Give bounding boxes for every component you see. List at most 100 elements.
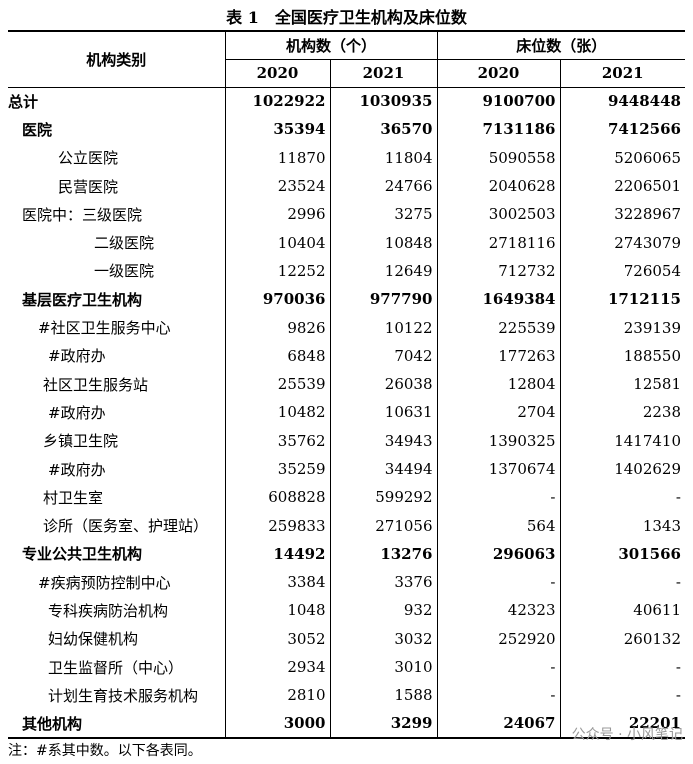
number-cell: 14492 <box>224 539 330 569</box>
number-cell: 3299 <box>329 709 437 739</box>
number-cell: 12649 <box>329 256 437 286</box>
number-cell: - <box>559 681 685 710</box>
row-label: 诊所（医务室、护理站） <box>43 517 209 536</box>
number-cell: 3275 <box>329 200 437 229</box>
year-header: 2020 <box>436 59 560 88</box>
number-cell: 2040628 <box>436 171 560 201</box>
number-cell: 2718116 <box>436 228 560 257</box>
table-row: 专科疾病防治机构 1048 932 42323 40611 <box>8 596 685 625</box>
number-cell: 1030935 <box>329 87 437 116</box>
number-cell: - <box>436 681 560 710</box>
data-table: 机构类别 机构数（个） 床位数（张） 2020 2021 2020 2021 总计 10… <box>8 30 685 739</box>
number-cell: 3228967 <box>559 200 685 229</box>
number-cell: 34494 <box>329 454 437 484</box>
table-row: #政府办 10482 10631 2704 2238 <box>8 398 685 427</box>
number-cell: 34943 <box>329 426 437 455</box>
header-cell: 床位数（张） <box>436 30 685 60</box>
row-label: #政府办 <box>48 347 106 366</box>
number-cell: 7042 <box>329 341 437 370</box>
number-cell: 5090558 <box>436 143 560 172</box>
row-label: 乡镇卫生院 <box>43 432 119 451</box>
number-cell: 252920 <box>436 624 560 653</box>
table-row: 村卫生室 608828 599292- - <box>8 483 685 512</box>
number-cell: 1588 <box>329 681 437 710</box>
table-row: #疾病预防控制中心 3384 3376- - <box>8 568 685 597</box>
number-cell: 712732 <box>436 256 560 286</box>
number-cell: 225539 <box>436 313 560 342</box>
number-cell: 271056 <box>329 511 437 540</box>
number-cell: 10482 <box>224 398 330 427</box>
number-cell: 10631 <box>329 398 437 427</box>
row-label: 一级医院 <box>94 262 155 281</box>
number-cell: 977790 <box>329 285 437 314</box>
year-header: 2020 <box>224 59 330 88</box>
number-cell: 3000 <box>224 709 330 739</box>
number-cell: 3384 <box>224 568 330 597</box>
number-cell: 188550 <box>559 341 685 370</box>
number-cell: 24067 <box>436 709 560 739</box>
number-cell: 9448448 <box>559 87 685 116</box>
table-row: 计划生育技术服务机构 2810 1588- - <box>8 681 685 710</box>
number-cell: 10848 <box>329 228 437 257</box>
row-label: 卫生监督所（中心） <box>48 658 184 677</box>
table-row: 二级医院 10404 10848 2718116 2743079 <box>8 228 685 257</box>
number-cell: 12804 <box>436 369 560 399</box>
table-row: 诊所（医务室、护理站） 259833 271056 564 1343 <box>8 511 685 540</box>
number-cell: 1649384 <box>436 285 560 314</box>
table-row: 社区卫生服务站 25539 26038 12804 12581 <box>8 369 685 399</box>
number-cell: 12252 <box>224 256 330 286</box>
number-cell: 296063 <box>436 539 560 569</box>
header-cell: 机构数（个） <box>224 30 437 60</box>
table-title: 表 1 全国医疗卫生机构及床位数 <box>226 8 467 27</box>
table-row: #政府办 35259 34494 1370674 1402629 <box>8 454 685 484</box>
footnote: 注：#系其中数。以下各表同。 <box>8 743 202 759</box>
year-header: 2021 <box>559 59 685 88</box>
number-cell: 11804 <box>329 143 437 172</box>
number-cell: - <box>559 568 685 597</box>
table-row: 总计 1022922 1030935 9100700 9448448 <box>8 87 685 116</box>
number-cell: 10404 <box>224 228 330 257</box>
number-cell: 1343 <box>559 511 685 540</box>
number-cell: 36570 <box>329 115 437 144</box>
number-cell: 564 <box>436 511 560 540</box>
table-row: 一级医院 12252 12649 712732 726054 <box>8 256 685 286</box>
number-cell: 13276 <box>329 539 437 569</box>
number-cell: - <box>436 652 560 682</box>
row-label: 妇幼保健机构 <box>48 630 139 649</box>
number-cell: 932 <box>329 596 437 625</box>
table-row: 基层医疗卫生机构 970036 977790 1649384 1712115 <box>8 285 685 314</box>
watermark: 公众号 · 小风笔记 <box>571 727 683 743</box>
row-label: 医院 <box>22 120 53 139</box>
number-cell: 970036 <box>224 285 330 314</box>
number-cell: 1390325 <box>436 426 560 455</box>
table-row: 民营医院 23524 24766 2040628 2206501 <box>8 171 685 201</box>
number-cell: - <box>559 652 685 682</box>
number-cell: 1712115 <box>559 285 685 314</box>
number-cell: 35259 <box>224 454 330 484</box>
row-label: 专业公共卫生机构 <box>22 545 143 564</box>
row-label: 总计 <box>8 92 39 111</box>
number-cell: 3376 <box>329 568 437 597</box>
row-label: #社区卫生服务中心 <box>38 319 171 338</box>
number-cell: 5206065 <box>559 143 685 172</box>
number-cell: 7131186 <box>436 115 560 144</box>
number-cell: 40611 <box>559 596 685 625</box>
number-cell: 3032 <box>329 624 437 653</box>
header-cell: 机构类别 <box>8 30 225 88</box>
row-label: 社区卫生服务站 <box>43 375 149 394</box>
number-cell: 23524 <box>224 171 330 201</box>
table-row: 乡镇卫生院 35762 34943 1390325 1417410 <box>8 426 685 455</box>
number-cell: 177263 <box>436 341 560 370</box>
number-cell: 2996 <box>224 200 330 229</box>
number-cell: 726054 <box>559 256 685 286</box>
number-cell: 608828 <box>224 483 330 512</box>
row-label: 计划生育技术服务机构 <box>48 686 199 705</box>
number-cell: 1417410 <box>559 426 685 455</box>
number-cell: 26038 <box>329 369 437 399</box>
row-label: 专科疾病防治机构 <box>48 601 169 620</box>
table-row: 卫生监督所（中心） 2934 3010- - <box>8 652 685 682</box>
number-cell: 11870 <box>224 143 330 172</box>
number-cell: 3002503 <box>436 200 560 229</box>
row-label: #政府办 <box>48 403 106 422</box>
